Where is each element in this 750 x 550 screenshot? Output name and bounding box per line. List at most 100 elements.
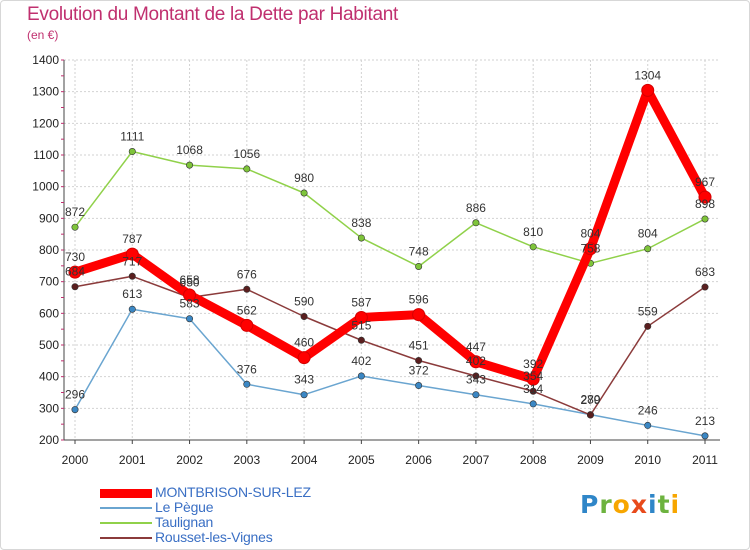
data-point — [240, 318, 254, 332]
x-tick-label: 2009 — [577, 453, 604, 467]
x-tick-label: 2011 — [692, 453, 718, 467]
legend-item: Taulignan — [100, 514, 360, 530]
y-tick-label: 1200 — [32, 116, 59, 130]
data-label: 658 — [180, 273, 200, 287]
legend-item: MONTBRISON-SUR-LEZ — [100, 484, 360, 500]
data-point — [529, 387, 537, 395]
logo-letter: r — [599, 490, 613, 519]
data-point — [644, 421, 652, 429]
y-tick-label: 500 — [39, 338, 59, 352]
logo-letter: x — [630, 490, 648, 519]
proxiti-logo: Proxiti — [580, 490, 680, 519]
data-label: 590 — [294, 295, 314, 309]
legend-swatch — [100, 507, 152, 509]
y-tick-label: 300 — [39, 401, 59, 415]
logo-letter: i — [648, 490, 658, 519]
data-point — [644, 245, 652, 253]
data-point — [71, 283, 79, 291]
data-point — [698, 190, 712, 204]
data-label: 980 — [294, 171, 314, 185]
data-point — [701, 432, 709, 440]
data-point — [243, 285, 251, 293]
data-point — [469, 355, 483, 369]
data-label: 559 — [638, 304, 658, 318]
legend-swatch — [100, 488, 152, 498]
y-tick-label: 800 — [39, 243, 59, 257]
data-label: 343 — [466, 373, 486, 387]
data-point — [472, 391, 480, 399]
data-label: 583 — [180, 297, 200, 311]
data-label: 838 — [351, 216, 371, 230]
x-tick-label: 2008 — [520, 453, 547, 467]
data-label: 1304 — [634, 68, 661, 82]
data-label: 810 — [523, 225, 543, 239]
data-point — [357, 234, 365, 242]
data-point — [472, 219, 480, 227]
data-label: 246 — [638, 403, 658, 417]
y-tick-label: 700 — [39, 275, 59, 289]
data-point — [68, 265, 82, 279]
data-point — [300, 189, 308, 197]
legend-label: Le Pègue — [155, 499, 214, 515]
data-label: 730 — [65, 250, 85, 264]
data-point — [186, 315, 194, 323]
data-point — [415, 382, 423, 390]
data-label: 213 — [695, 414, 715, 428]
data-point — [526, 372, 540, 386]
data-point — [183, 288, 197, 302]
data-point — [529, 243, 537, 251]
legend-swatch — [100, 522, 152, 524]
data-point — [300, 391, 308, 399]
data-point — [701, 215, 709, 223]
data-point — [300, 312, 308, 320]
y-tick-label: 1300 — [32, 85, 59, 99]
x-tick-label: 2001 — [119, 453, 146, 467]
series-line — [70, 85, 710, 384]
data-point — [128, 272, 136, 280]
data-label: 587 — [351, 295, 371, 309]
legend-swatch — [100, 537, 152, 539]
data-label: 758 — [580, 241, 600, 255]
data-label: 717 — [122, 254, 142, 268]
data-label: 279 — [580, 393, 600, 407]
y-tick-label: 1100 — [33, 148, 59, 162]
data-label: 447 — [466, 340, 486, 354]
series-line — [74, 308, 706, 437]
x-tick-label: 2004 — [291, 453, 318, 467]
data-label: 296 — [65, 388, 85, 402]
data-label: 372 — [409, 364, 429, 378]
data-label: 787 — [122, 232, 142, 246]
data-label: 402 — [466, 354, 486, 368]
data-point — [586, 411, 594, 419]
data-label: 613 — [122, 287, 142, 301]
legend-label: Rousset-les-Vignes — [155, 529, 273, 545]
x-tick-label: 2007 — [463, 453, 490, 467]
legend-item: Le Pègue — [100, 499, 360, 515]
data-label: 967 — [695, 175, 715, 189]
chart-unit-label: (en €) — [27, 28, 59, 42]
data-label: 392 — [523, 357, 543, 371]
data-label: 804 — [638, 227, 658, 241]
data-point — [243, 165, 251, 173]
data-label: 1068 — [176, 143, 203, 157]
chart-legend: MONTBRISON-SUR-LEZ Le Pègue Taulignan Rouss… — [100, 484, 360, 545]
data-label: 451 — [409, 339, 429, 353]
data-label: 354 — [523, 369, 543, 383]
data-point — [186, 161, 194, 169]
y-tick-label: 400 — [39, 370, 59, 384]
data-label: 343 — [294, 373, 314, 387]
logo-letter: t — [657, 490, 671, 519]
legend-label: Taulignan — [155, 514, 214, 530]
data-label: 376 — [237, 362, 257, 376]
data-label: 280 — [580, 393, 600, 407]
data-label: 898 — [695, 197, 715, 211]
data-point — [412, 308, 426, 322]
data-label: 460 — [294, 336, 314, 350]
data-point — [128, 148, 136, 156]
logo-letter: P — [580, 490, 600, 519]
data-point — [71, 223, 79, 231]
data-label: 886 — [466, 201, 486, 215]
data-point — [71, 406, 79, 414]
data-label: 562 — [237, 303, 257, 317]
series-line — [74, 275, 706, 416]
